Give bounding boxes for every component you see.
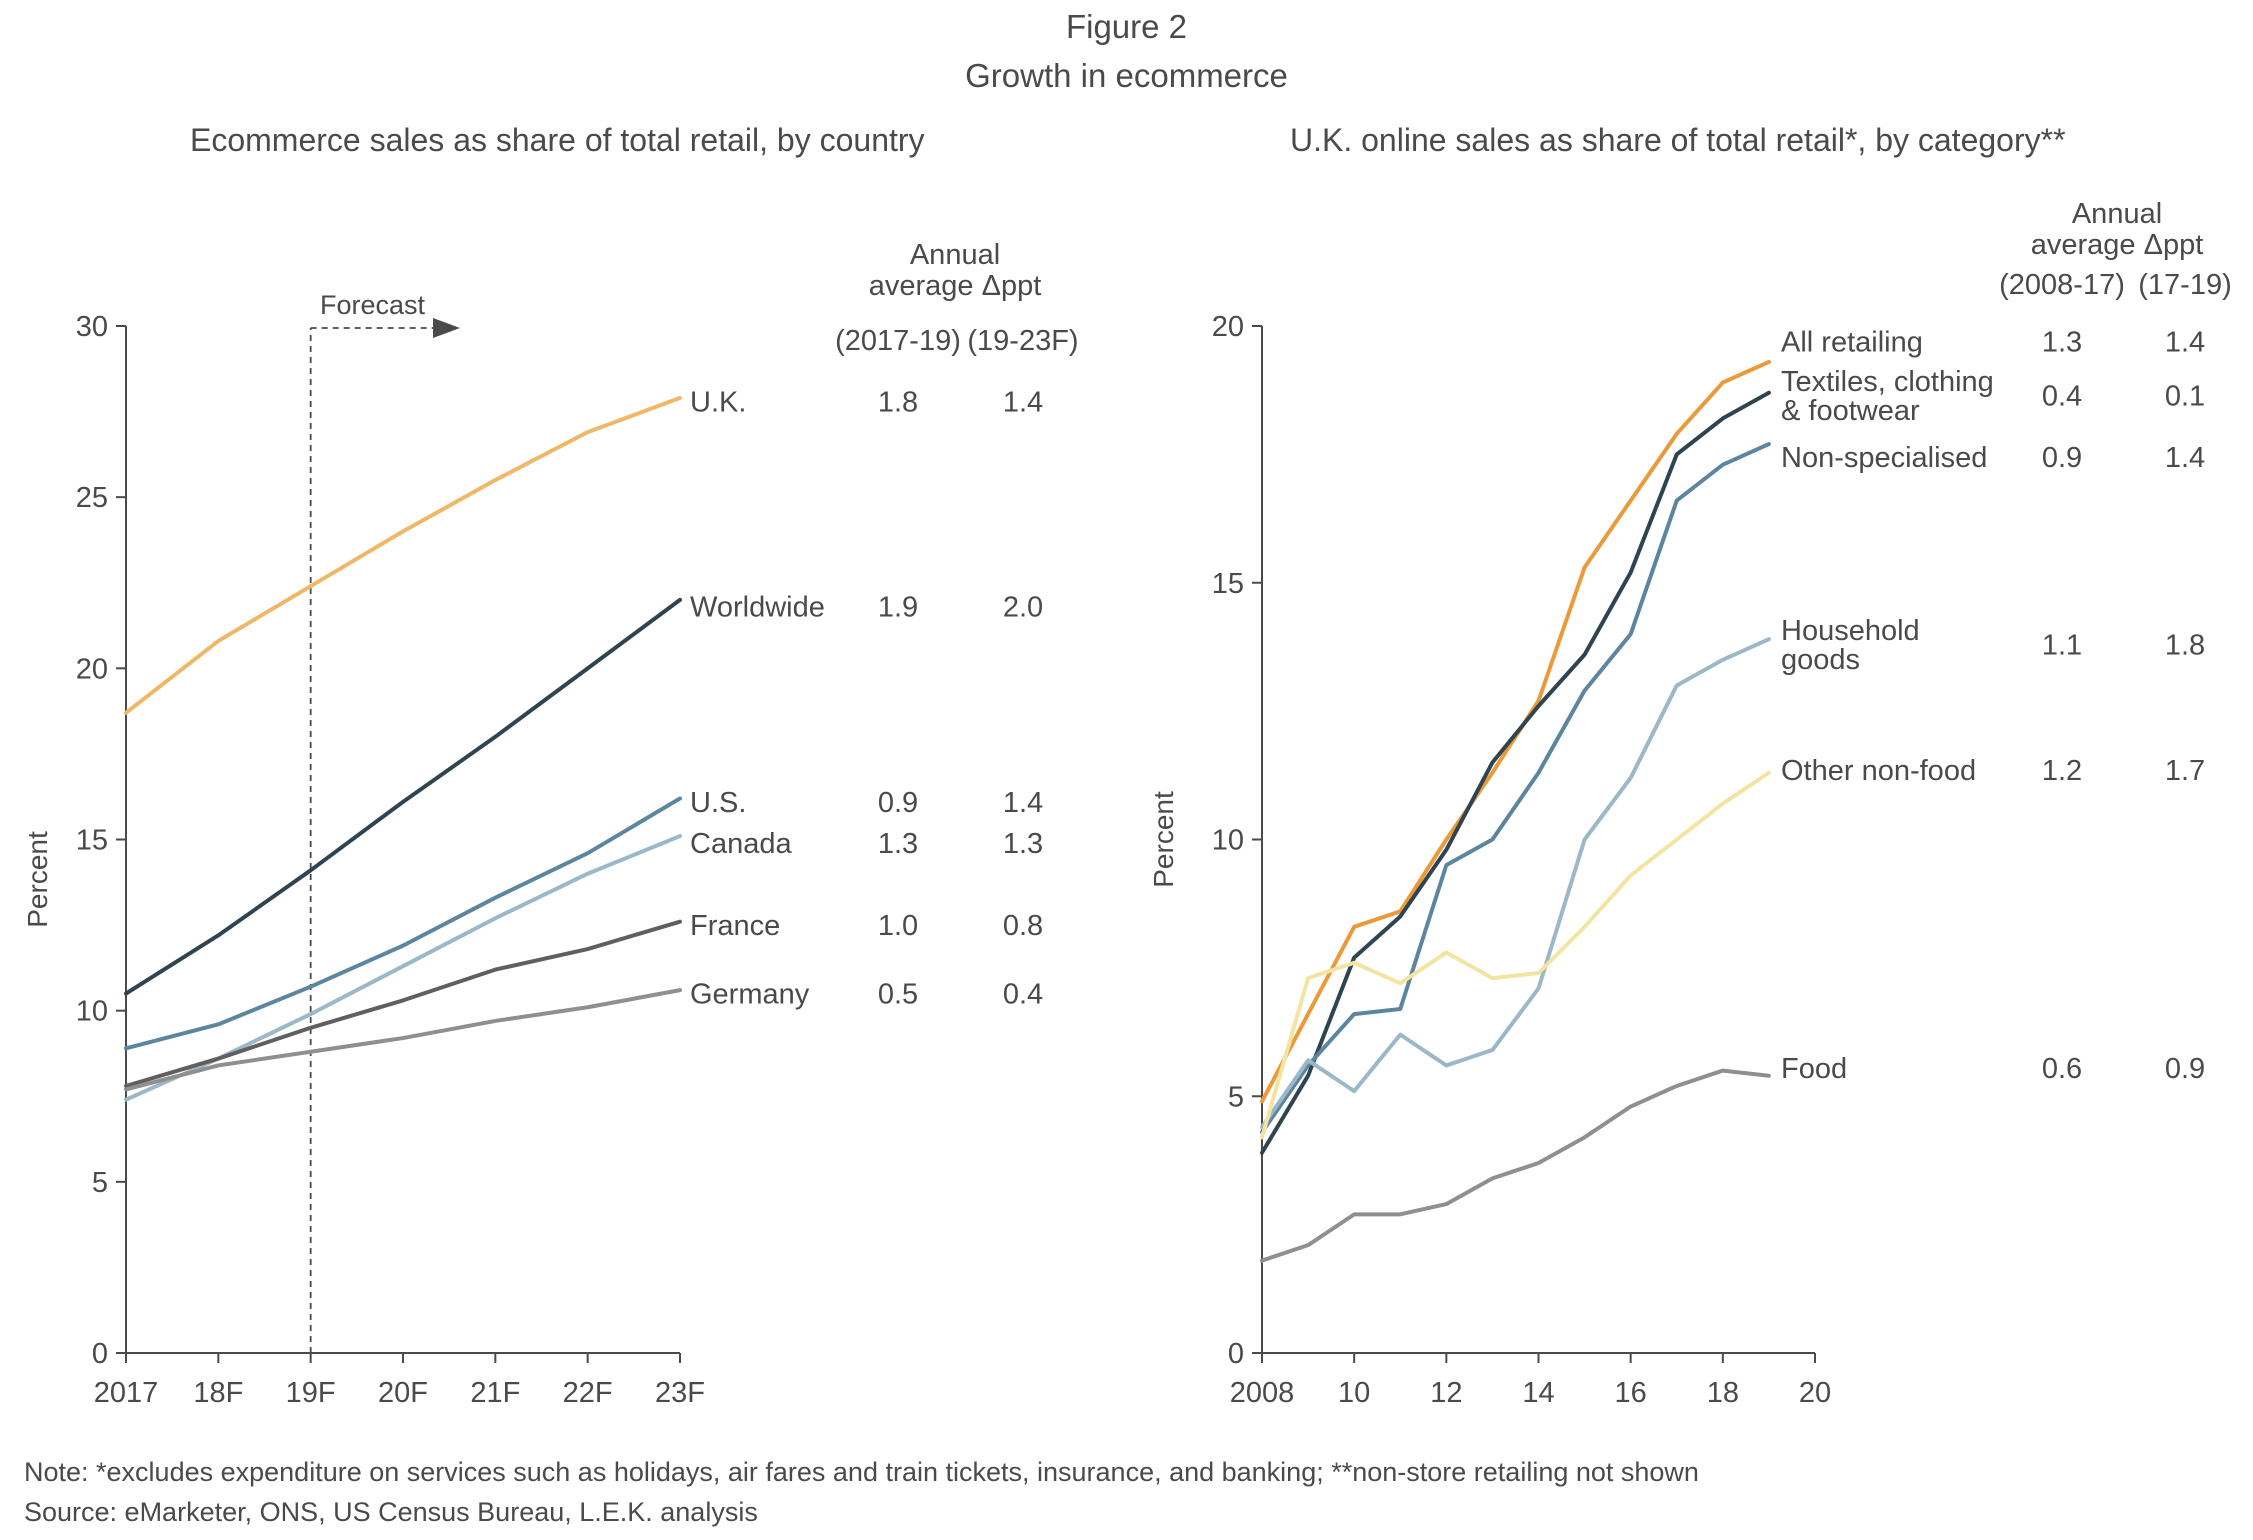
table-value-france: 1.0	[878, 910, 918, 942]
left-y-tick-label: 20	[76, 653, 108, 685]
table-value-u-s: 0.9	[878, 787, 918, 819]
left-y-tick-label: 5	[92, 1167, 108, 1199]
right-x-tick-label: 14	[1522, 1377, 1554, 1409]
figure-title: Growth in ecommerce	[965, 57, 1288, 94]
left-x-tick-label: 21F	[470, 1377, 520, 1409]
series-line-france	[124, 919, 682, 1088]
right-x-tick-label: 20	[1799, 1377, 1831, 1409]
category-label-household-goods: Household	[1781, 615, 1920, 647]
category-line-food	[1260, 1068, 1771, 1263]
series-label-u-k: U.K.	[690, 386, 746, 418]
table-value-u-s: 1.4	[1003, 787, 1043, 819]
right-y-tick-label: 5	[1228, 1081, 1244, 1113]
category-table-value-food: 0.9	[2165, 1053, 2205, 1085]
category-table-value-textiles-clothing-footwear: 0.4	[2042, 380, 2082, 412]
left-x-tick-label: 2017	[94, 1377, 159, 1409]
right-y-tick-label: 10	[1212, 825, 1244, 857]
figure-note: Note: *excludes expenditure on services …	[24, 1457, 1699, 1487]
table-value-worldwide: 1.9	[878, 592, 918, 624]
category-table-value-non-specialised: 1.4	[2165, 442, 2205, 474]
series-label-germany: Germany	[690, 979, 810, 1011]
left-x-tick-label: 22F	[563, 1377, 613, 1409]
table-value-u-k: 1.8	[878, 386, 918, 418]
category-table-value-all-retailing: 1.3	[2042, 326, 2082, 358]
figure-source: Source: eMarketer, ONS, US Census Bureau…	[24, 1497, 758, 1527]
right-y-tick-label: 0	[1228, 1338, 1244, 1370]
series-line-germany	[124, 988, 682, 1092]
right-x-tick-label: 16	[1615, 1377, 1647, 1409]
right-table-col-header: (2008-17)	[1999, 269, 2125, 301]
category-table-value-other-non-food: 1.2	[2042, 755, 2082, 787]
category-table-value-household-goods: 1.1	[2042, 629, 2082, 661]
right-x-tick-label: 12	[1430, 1377, 1462, 1409]
left-y-tick-label: 25	[76, 482, 108, 514]
forecast-label: Forecast	[320, 290, 426, 320]
series-line-worldwide	[124, 597, 682, 996]
left-y-tick-label: 15	[76, 825, 108, 857]
left-x-tick-label: 23F	[655, 1377, 705, 1409]
category-label-other-non-food: Other non-food	[1781, 755, 1976, 787]
category-label-food: Food	[1781, 1053, 1847, 1085]
left-y-axis-label: Percent	[22, 831, 53, 928]
category-table-value-all-retailing: 1.4	[2165, 326, 2205, 358]
category-line-other-non-food	[1260, 770, 1771, 1140]
category-line-non-specialised	[1260, 442, 1771, 1135]
table-value-canada: 1.3	[1003, 828, 1043, 860]
category-label-all-retailing: All retailing	[1781, 326, 1923, 358]
figure-number: Figure 2	[1065, 8, 1188, 45]
left-table-col-header: (19-23F)	[967, 325, 1078, 357]
category-table-value-textiles-clothing-footwear: 0.1	[2165, 380, 2205, 412]
table-value-france: 0.8	[1003, 910, 1043, 942]
category-label-textiles-clothing-footwear: Textiles, clothing	[1781, 366, 1994, 398]
right-y-axis-label: Percent	[1148, 791, 1179, 888]
right-x-tick-label: 10	[1338, 1377, 1370, 1409]
category-table-value-other-non-food: 1.7	[2165, 755, 2205, 787]
table-value-germany: 0.4	[1003, 979, 1043, 1011]
left-x-tick-label: 19F	[286, 1377, 336, 1409]
series-label-france: France	[690, 910, 780, 942]
left-y-tick-label: 30	[76, 311, 108, 343]
series-label-worldwide: Worldwide	[690, 592, 825, 624]
category-table-value-non-specialised: 0.9	[2042, 442, 2082, 474]
right-x-tick-label: 2008	[1230, 1377, 1295, 1409]
category-table-value-food: 0.6	[2042, 1053, 2082, 1085]
left-table-header-line2: average Δppt	[869, 270, 1042, 302]
category-line-household-goods	[1260, 637, 1771, 1130]
category-line-textiles-clothing-footwear	[1260, 390, 1771, 1155]
left-y-tick-label: 0	[92, 1338, 108, 1370]
left-table-header-line1: Annual	[910, 239, 1000, 271]
series-label-u-s: U.S.	[690, 787, 746, 819]
left-table-col-header: (2017-19)	[835, 325, 961, 357]
series-line-u-s	[124, 796, 682, 1051]
table-value-u-k: 1.4	[1003, 386, 1043, 418]
left-chart-title: Ecommerce sales as share of total retail…	[190, 122, 925, 158]
right-table-header-line2: average Δppt	[2031, 229, 2204, 261]
left-y-tick-label: 10	[76, 996, 108, 1028]
left-x-tick-label: 18F	[193, 1377, 243, 1409]
category-table-value-household-goods: 1.8	[2165, 629, 2205, 661]
right-x-tick-label: 18	[1707, 1377, 1739, 1409]
category-label-non-specialised: Non-specialised	[1781, 442, 1987, 474]
right-y-tick-label: 15	[1212, 568, 1244, 600]
series-label-canada: Canada	[690, 828, 792, 860]
table-value-canada: 1.3	[878, 828, 918, 860]
table-value-worldwide: 2.0	[1003, 592, 1043, 624]
forecast-arrow-icon	[433, 318, 460, 338]
right-chart-title: U.K. online sales as share of total reta…	[1290, 122, 2066, 158]
category-label-household-goods: goods	[1781, 644, 1860, 676]
right-y-tick-label: 20	[1212, 311, 1244, 343]
category-label-textiles-clothing-footwear: & footwear	[1781, 395, 1920, 427]
right-table-col-header: (17-19)	[2138, 269, 2232, 301]
series-line-u-k	[124, 395, 682, 715]
table-value-germany: 0.5	[878, 979, 918, 1011]
left-x-tick-label: 20F	[378, 1377, 428, 1409]
right-table-header-line1: Annual	[2072, 198, 2162, 230]
